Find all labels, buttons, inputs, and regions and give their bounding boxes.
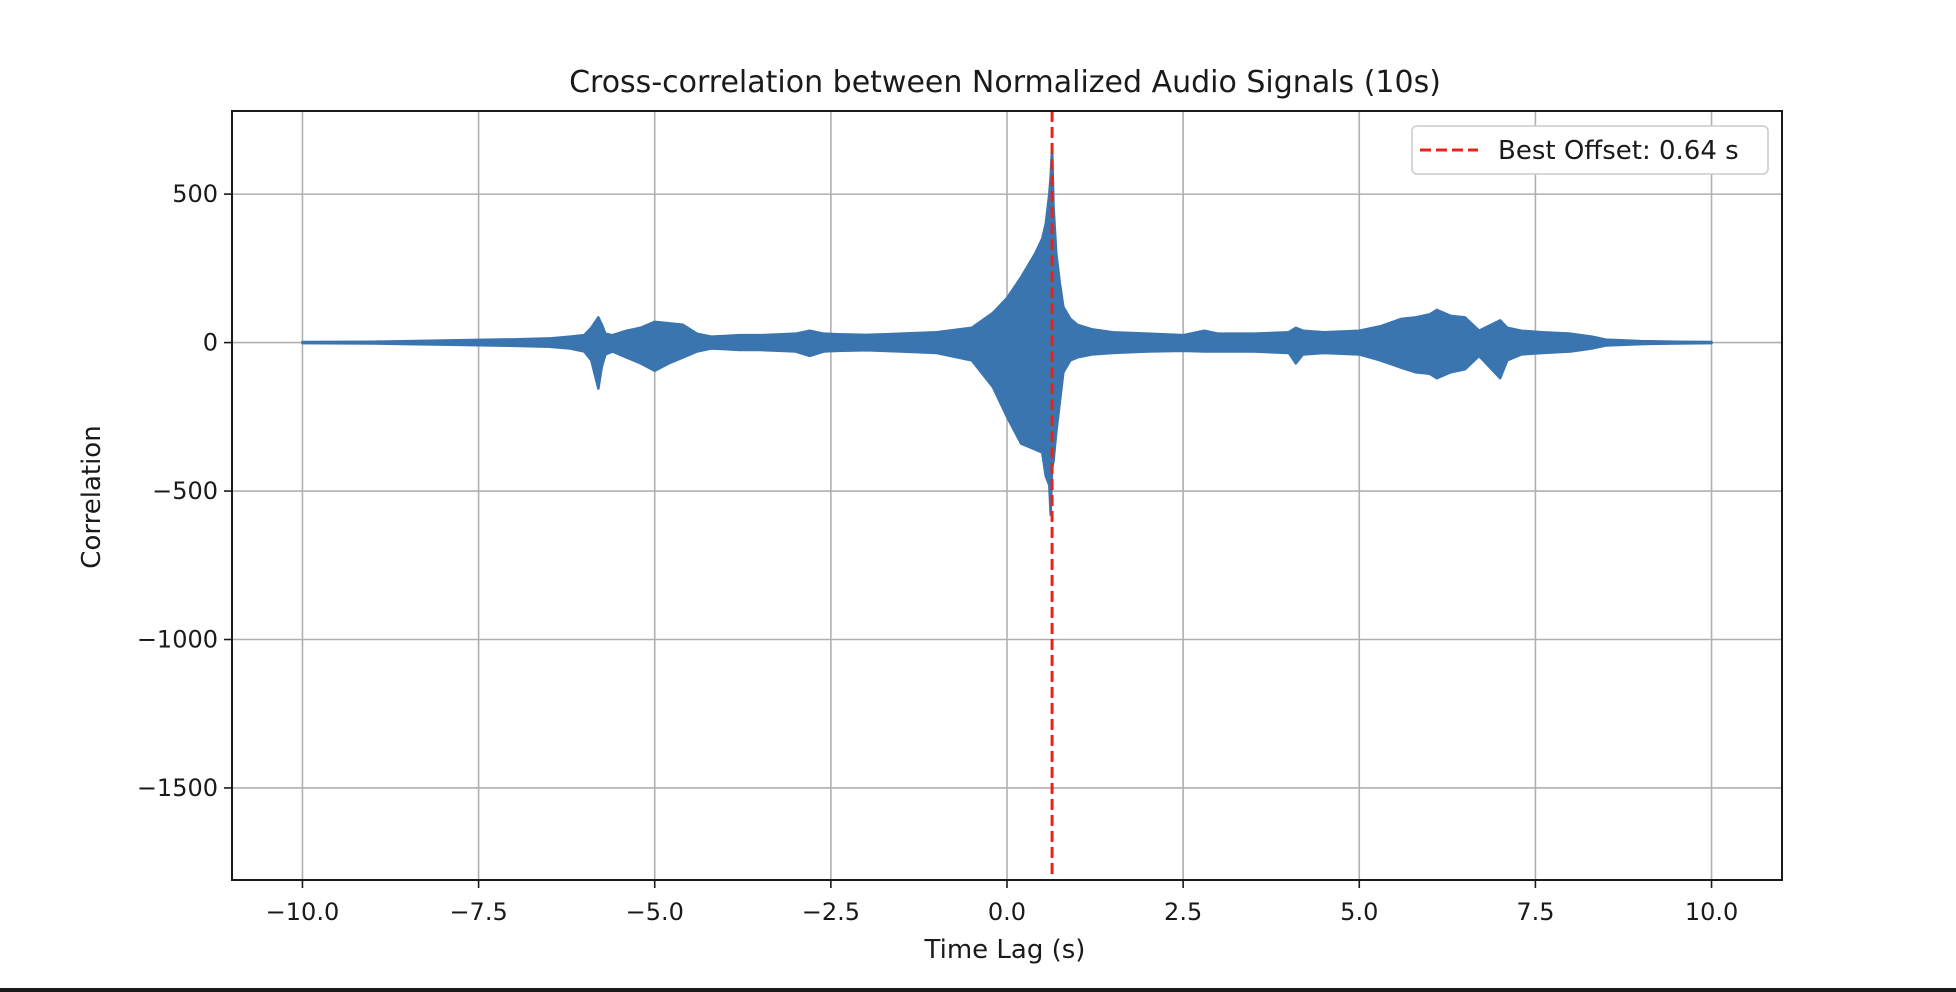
y-axis-label: Correlation — [77, 425, 107, 568]
x-tick-label: 7.5 — [1516, 898, 1554, 926]
x-tick-label: 0.0 — [988, 898, 1026, 926]
bottom-border — [0, 988, 1956, 992]
x-tick-label: −5.0 — [626, 898, 684, 926]
chart-title: Cross-correlation between Normalized Aud… — [569, 65, 1441, 100]
x-tick-label: −7.5 — [449, 898, 507, 926]
x-tick-label: −2.5 — [802, 898, 860, 926]
x-tick-label: 10.0 — [1685, 898, 1738, 926]
x-tick-label: 2.5 — [1164, 898, 1202, 926]
y-tick-label: 500 — [172, 180, 218, 208]
y-tick-label: −500 — [152, 477, 218, 505]
plot-frame — [231, 110, 1783, 881]
y-tick-label: 0 — [203, 329, 218, 357]
x-axis-label: Time Lag (s) — [924, 935, 1086, 965]
series-layer — [301, 145, 1713, 517]
x-tick-label: −10.0 — [266, 898, 340, 926]
legend-label: Best Offset: 0.64 s — [1498, 136, 1739, 166]
legend: Best Offset: 0.64 s — [1411, 125, 1769, 175]
y-tick-label: −1500 — [137, 774, 218, 802]
y-tick-label: −1000 — [137, 626, 218, 654]
x-tick-label: 5.0 — [1340, 898, 1378, 926]
ticks: −10.0 −7.5 −5.0 −2.5 0.0 2.5 5.0 7.5 10.0 500 0 −50… — [137, 180, 1738, 926]
legend-box — [1411, 125, 1769, 175]
